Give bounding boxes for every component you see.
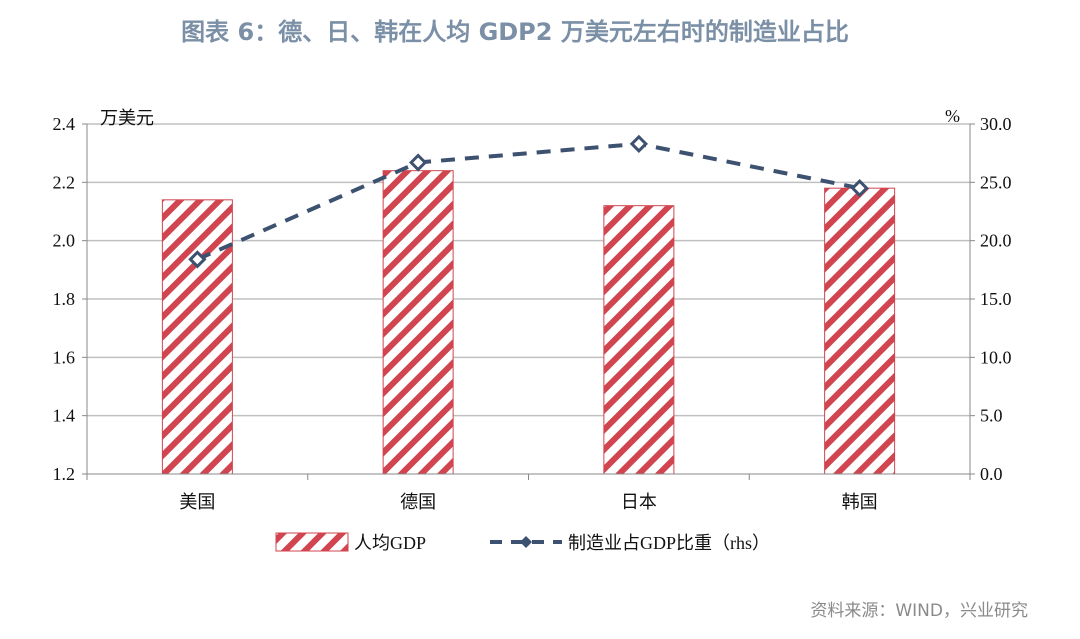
- right-tick-label: 15.0: [980, 289, 1012, 309]
- left-tick-label: 1.6: [53, 347, 76, 367]
- bar-德国: [382, 170, 454, 475]
- right-axis-label: %: [945, 106, 960, 126]
- legend-line-marker: [520, 536, 532, 548]
- line-series: [196, 141, 861, 262]
- chart-title: 图表 6：德、日、韩在人均 GDP2 万美元左右时的制造业占比: [181, 18, 849, 46]
- legend-bar-label: 人均GDP: [354, 533, 426, 553]
- line-point-日本: [629, 134, 648, 153]
- line-point-德国: [409, 153, 428, 172]
- line-point-美国: [188, 250, 207, 269]
- line-point-韩国: [850, 179, 869, 198]
- left-axis-label: 万美元: [100, 108, 154, 128]
- category-label: 美国: [179, 492, 215, 512]
- category-label: 德国: [400, 492, 436, 512]
- bar-韩国: [824, 187, 896, 475]
- legend-bar-swatch: [275, 532, 349, 552]
- left-tick-label: 2.2: [53, 172, 76, 192]
- right-tick-label: 30.0: [980, 114, 1012, 134]
- left-tick-label: 1.2: [53, 464, 76, 484]
- right-tick-label: 25.0: [980, 172, 1012, 192]
- legend-line-label: 制造业占GDP比重（rhs）: [568, 533, 770, 553]
- left-tick-label: 1.4: [53, 406, 76, 426]
- right-tick-label: 10.0: [980, 347, 1012, 367]
- left-tick-label: 2.4: [53, 114, 76, 134]
- source-note: 资料来源：WIND，兴业研究: [810, 601, 1028, 621]
- right-tick-label: 5.0: [980, 406, 1003, 426]
- right-tick-label: 20.0: [980, 231, 1012, 251]
- bar-美国: [161, 199, 233, 475]
- category-label: 韩国: [842, 492, 878, 512]
- category-label: 日本: [621, 492, 657, 512]
- left-tick-label: 1.8: [53, 289, 76, 309]
- left-tick-label: 2.0: [53, 231, 76, 251]
- right-tick-label: 0.0: [980, 464, 1003, 484]
- bar-日本: [603, 205, 675, 475]
